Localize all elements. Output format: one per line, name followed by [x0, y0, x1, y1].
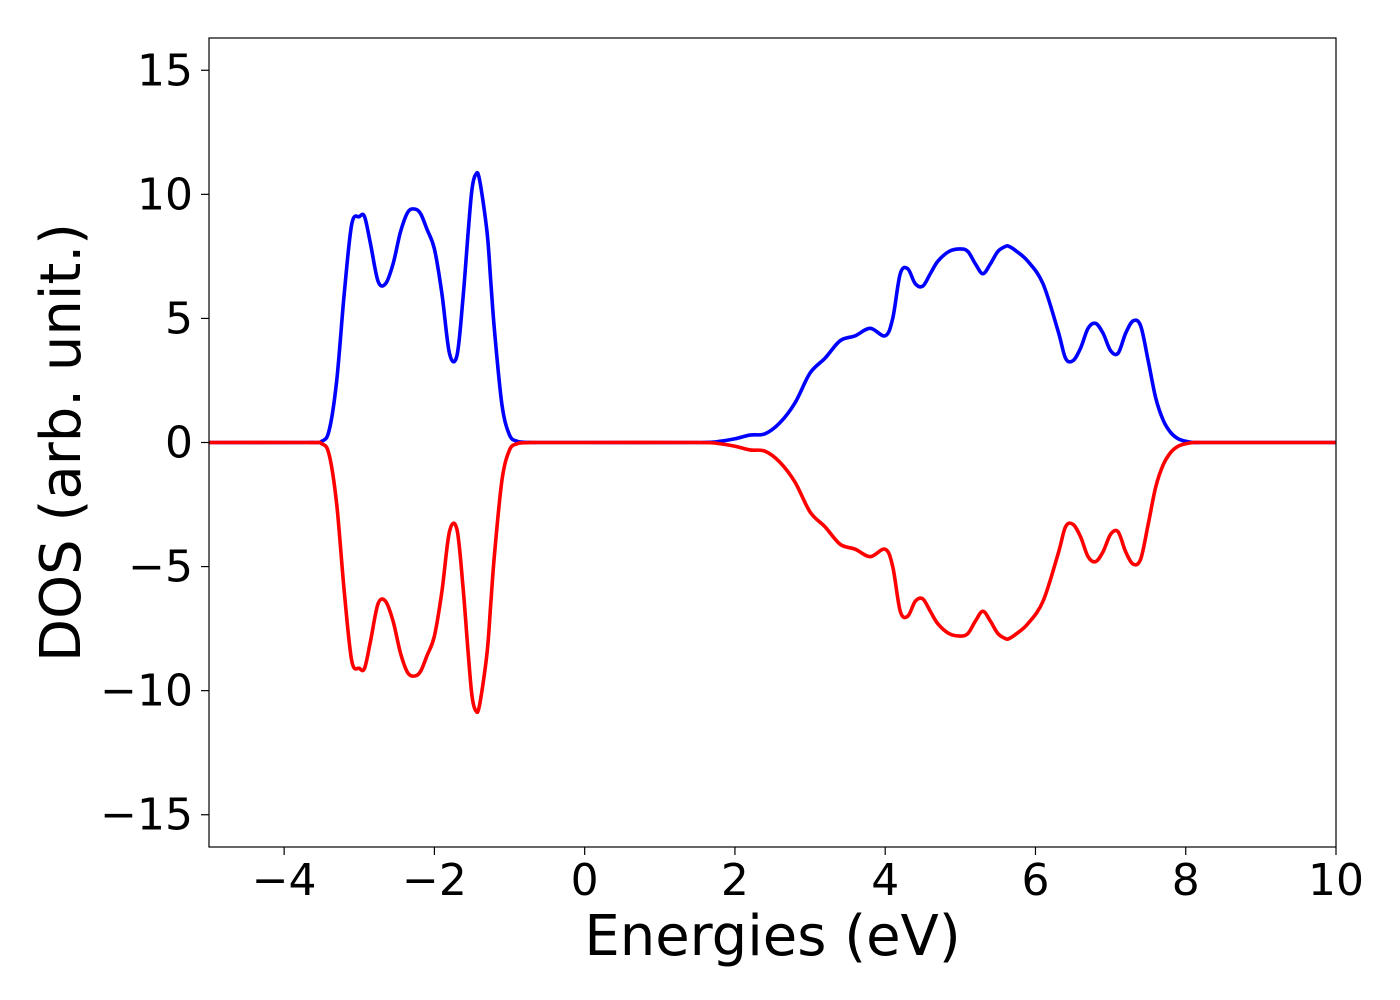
y-tick-label: −10	[100, 666, 193, 717]
x-tick-label: 2	[721, 855, 749, 906]
x-tick-label: −4	[252, 855, 317, 906]
series-line-down	[209, 440, 1336, 715]
ticks-layer: −4 −2 0 2 4 6 8 10 −15 −10 −5 0 5 10 15	[100, 45, 1364, 906]
x-tick-label: 8	[1172, 855, 1200, 906]
plot-frame	[208, 37, 1337, 848]
x-tick-label: 10	[1308, 855, 1364, 906]
y-tick-label: 5	[165, 293, 193, 344]
x-tick-label: 6	[1021, 855, 1049, 906]
y-tick-label: −15	[100, 790, 193, 841]
x-tick-label: 4	[871, 855, 899, 906]
series-line-up	[209, 170, 1336, 445]
y-tick-label: −5	[128, 542, 193, 593]
x-tick-label: −2	[402, 855, 467, 906]
y-tick-label: 15	[137, 45, 193, 96]
y-axis-label: DOS (arb. unit.)	[29, 223, 94, 662]
x-tick-label: 0	[571, 855, 599, 906]
y-tick-label: 0	[165, 418, 193, 469]
series-layer	[209, 170, 1336, 715]
x-axis-label: Energies (eV)	[584, 904, 960, 969]
y-tick-label: 10	[137, 169, 193, 220]
